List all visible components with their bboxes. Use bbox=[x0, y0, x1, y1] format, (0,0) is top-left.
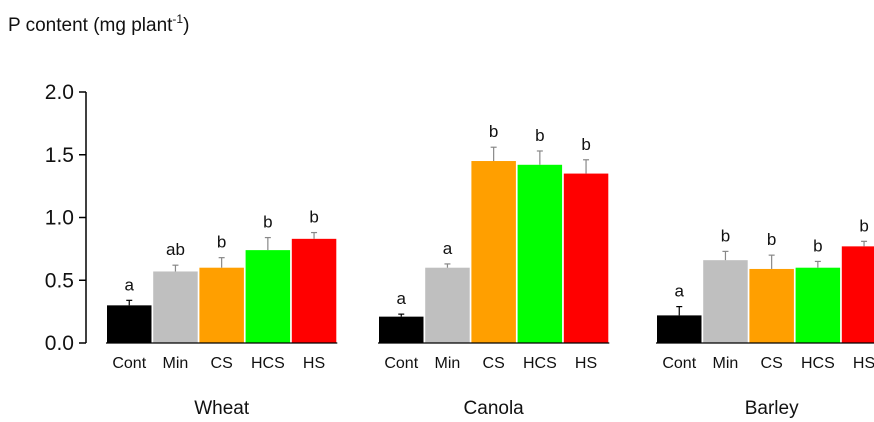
category-label: Min bbox=[163, 355, 189, 372]
significance-letter: a bbox=[397, 289, 407, 308]
bar-wheat-cont bbox=[107, 305, 152, 343]
group-label-barley: Barley bbox=[745, 398, 799, 419]
significance-letter: b bbox=[309, 208, 318, 227]
significance-letter: b bbox=[263, 213, 272, 232]
y-axis: 0.0 0.5 1.0 1.5 2.0 bbox=[45, 81, 87, 355]
y-tick-label: 0.5 bbox=[45, 269, 74, 292]
category-label: Cont bbox=[112, 355, 146, 372]
category-label: CS bbox=[211, 355, 233, 372]
significance-letter: ab bbox=[166, 240, 185, 259]
category-label: HS bbox=[853, 355, 874, 372]
significance-letter: b bbox=[767, 230, 776, 249]
category-label: Min bbox=[435, 355, 461, 372]
bar-barley-cs bbox=[749, 268, 794, 343]
bar-barley-min bbox=[703, 260, 748, 343]
plot-area: aContabMinbCSbHCSbHSWheataContaMinbCSbHC… bbox=[106, 122, 874, 419]
bar-wheat-cs bbox=[199, 267, 244, 343]
y-tick-label: 2.0 bbox=[45, 81, 74, 104]
category-label: Min bbox=[713, 355, 739, 372]
bar-canola-hcs bbox=[517, 164, 563, 343]
significance-letter: a bbox=[675, 282, 685, 301]
significance-letter: b bbox=[489, 122, 498, 141]
significance-letter: b bbox=[859, 216, 868, 235]
significance-letter: b bbox=[581, 135, 590, 154]
category-label: CS bbox=[761, 355, 783, 372]
bar-canola-min bbox=[425, 267, 470, 343]
y-tick-label: 0.0 bbox=[45, 332, 74, 355]
category-label: HCS bbox=[523, 355, 557, 372]
significance-letter: a bbox=[443, 239, 453, 258]
bar-wheat-min bbox=[153, 271, 198, 343]
bar-wheat-hcs bbox=[245, 250, 291, 343]
group-label-wheat: Wheat bbox=[194, 398, 250, 419]
category-label: HS bbox=[575, 355, 597, 372]
category-label: HCS bbox=[801, 355, 835, 372]
bar-barley-hs bbox=[841, 246, 874, 343]
significance-letter: b bbox=[535, 126, 544, 145]
bar-barley-cont bbox=[657, 315, 702, 343]
category-label: Cont bbox=[662, 355, 696, 372]
category-label: HS bbox=[303, 355, 325, 372]
group-label-canola: Canola bbox=[464, 398, 525, 419]
bar-barley-hcs bbox=[795, 267, 841, 343]
category-label: HCS bbox=[251, 355, 285, 372]
y-tick-label: 1.0 bbox=[45, 207, 74, 230]
category-label: Cont bbox=[384, 355, 418, 372]
y-tick-label: 1.5 bbox=[45, 144, 74, 167]
significance-letter: a bbox=[125, 275, 135, 294]
y-axis-title: P content (mg plant-1) bbox=[8, 12, 189, 36]
bar-wheat-hs bbox=[291, 238, 337, 343]
bar-canola-cont bbox=[379, 316, 424, 343]
significance-letter: b bbox=[721, 226, 730, 245]
bar-canola-hs bbox=[563, 173, 609, 343]
significance-letter: b bbox=[813, 236, 822, 255]
bar-canola-cs bbox=[471, 161, 516, 343]
significance-letter: b bbox=[217, 233, 226, 252]
category-label: CS bbox=[483, 355, 505, 372]
